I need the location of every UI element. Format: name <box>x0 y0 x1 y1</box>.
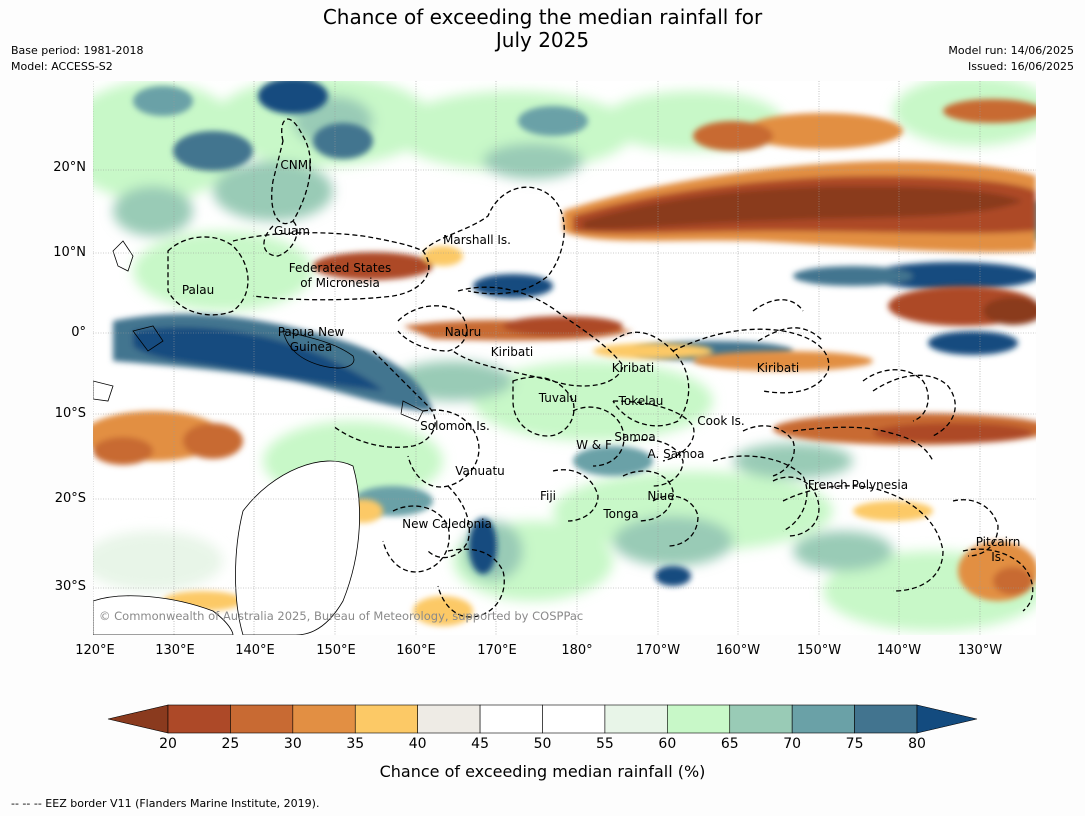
lon-tick-150w: 150°W <box>796 643 842 658</box>
label-png: Papua New Guinea <box>277 325 345 354</box>
label-samoa: Samoa <box>614 430 656 444</box>
base-period: Base period: 1981-2018 <box>11 44 144 57</box>
label-vanuatu: Vanuatu <box>455 464 505 478</box>
issued-date: Issued: 16/06/2025 <box>967 60 1074 73</box>
colorbar-tick-label: 35 <box>346 736 365 752</box>
colorbar-swatch <box>292 704 356 734</box>
lon-tick-120e: 120°E <box>75 643 115 658</box>
title-line-2: July 2025 <box>495 28 590 52</box>
colorbar-tick-label: 25 <box>221 736 240 752</box>
map-title: Chance of exceeding the median rainfall … <box>0 6 1085 52</box>
colorbar-under-triangle <box>107 704 169 734</box>
colorbar-tick-label: 70 <box>783 736 802 752</box>
label-cnmi: CNMI <box>280 158 312 172</box>
lat-tick-10s: 10°S <box>54 406 86 421</box>
colorbar-swatch <box>354 704 418 734</box>
lon-tick-130w: 130°W <box>957 643 1003 658</box>
label-kiribati-east: Kiribati <box>756 361 800 375</box>
copyright-notice: © Commonwealth of Australia 2025, Bureau… <box>99 609 584 623</box>
label-kiribati-west: Kiribati <box>490 345 534 359</box>
colorbar-swatch <box>854 704 918 734</box>
label-new-caledonia: New Caledonia <box>402 517 492 531</box>
wet-pattern <box>113 81 1036 586</box>
label-fiji: Fiji <box>539 489 557 503</box>
lon-tick-160e: 160°E <box>396 643 436 658</box>
meta-left: Base period: 1981-2018 Model: ACCESS-S2 <box>11 43 143 75</box>
colorbar-tick-label: 30 <box>283 736 302 752</box>
meta-right: Model run: 14/06/2025 Issued: 16/06/2025 <box>948 43 1074 75</box>
label-palau: Palau <box>181 283 215 297</box>
eez-footnote: -- -- -- EEZ border V11 (Flanders Marine… <box>11 797 320 810</box>
label-kiribati-central: Kiribati <box>611 361 655 375</box>
land <box>93 240 424 635</box>
colorbar-swatch <box>230 704 294 734</box>
colorbar-swatch <box>479 704 543 734</box>
colorbar-tick-label: 80 <box>908 736 926 752</box>
rainfall-map <box>93 81 1036 635</box>
colorbar-tick-label: 60 <box>658 736 677 752</box>
lon-tick-130e: 130°E <box>155 643 195 658</box>
lon-tick-150e: 150°E <box>316 643 356 658</box>
lat-tick-20s: 20°S <box>54 491 86 506</box>
lon-tick-140e: 140°E <box>235 643 275 658</box>
colorbar-tick-label: 75 <box>845 736 864 752</box>
label-guam: Guam <box>274 224 310 238</box>
lat-tick-0: 0° <box>71 325 86 340</box>
colorbar-swatch <box>542 704 606 734</box>
label-american-samoa: A. Samoa <box>647 447 705 461</box>
eez-borders <box>167 118 1034 618</box>
model-name: Model: ACCESS-S2 <box>11 60 113 73</box>
label-fsm: Federated States of Micronesia <box>288 261 392 290</box>
colorbar-title: Chance of exceeding median rainfall (%) <box>379 762 706 781</box>
colorbar-swatch <box>417 704 481 734</box>
colorbar-swatch <box>167 704 231 734</box>
label-nauru: Nauru <box>444 325 482 339</box>
graticule <box>93 81 1036 635</box>
label-solomon-is: Solomon Is. <box>420 419 490 433</box>
label-pitcairn-is: Pitcairn Is. <box>975 535 1021 564</box>
lon-tick-160w: 160°W <box>715 643 761 658</box>
model-run: Model run: 14/06/2025 <box>948 44 1074 57</box>
colorbar-swatch <box>729 704 793 734</box>
dry-pattern <box>93 99 1036 626</box>
lon-tick-180: 180° <box>561 643 593 658</box>
label-niue: Niue <box>647 489 675 503</box>
colorbar-tick-label: 50 <box>533 736 552 752</box>
colorbar-swatch <box>667 704 731 734</box>
colorbar-tick-label: 40 <box>408 736 427 752</box>
lon-tick-170e: 170°E <box>477 643 517 658</box>
colorbar-tick-label: 20 <box>159 736 177 752</box>
colorbar-tick-label: 55 <box>595 736 614 752</box>
lon-tick-170w: 170°W <box>635 643 681 658</box>
lat-tick-10n: 10°N <box>53 245 86 260</box>
label-wallis-futuna: W & F <box>576 438 612 452</box>
colorbar-over-triangle <box>916 704 978 734</box>
label-cook-is: Cook Is. <box>697 414 745 428</box>
label-tonga: Tonga <box>603 507 639 521</box>
label-tuvalu: Tuvalu <box>538 391 578 405</box>
colorbar-tick-label: 45 <box>471 736 489 752</box>
colorbar-swatch <box>791 704 855 734</box>
lat-tick-30s: 30°S <box>54 579 86 594</box>
label-french-polynesia: French Polynesia <box>807 478 909 492</box>
colorbar-tick-label: 65 <box>720 736 739 752</box>
title-line-1: Chance of exceeding the median rainfall … <box>322 5 763 29</box>
colorbar-swatch <box>604 704 668 734</box>
label-tokelau: Tokelau <box>618 394 664 408</box>
lat-tick-20n: 20°N <box>53 160 86 175</box>
map-canvas <box>93 81 1036 635</box>
lon-tick-140w: 140°W <box>876 643 922 658</box>
label-marshall-is: Marshall Is. <box>443 233 511 247</box>
